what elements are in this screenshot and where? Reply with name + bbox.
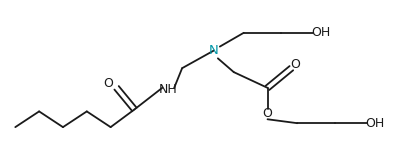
Text: O: O [290, 58, 300, 71]
Text: OH: OH [365, 117, 385, 130]
Text: O: O [263, 107, 272, 120]
Text: NH: NH [159, 83, 178, 96]
Text: O: O [104, 77, 113, 90]
Text: N: N [209, 44, 219, 57]
Text: OH: OH [312, 26, 331, 39]
